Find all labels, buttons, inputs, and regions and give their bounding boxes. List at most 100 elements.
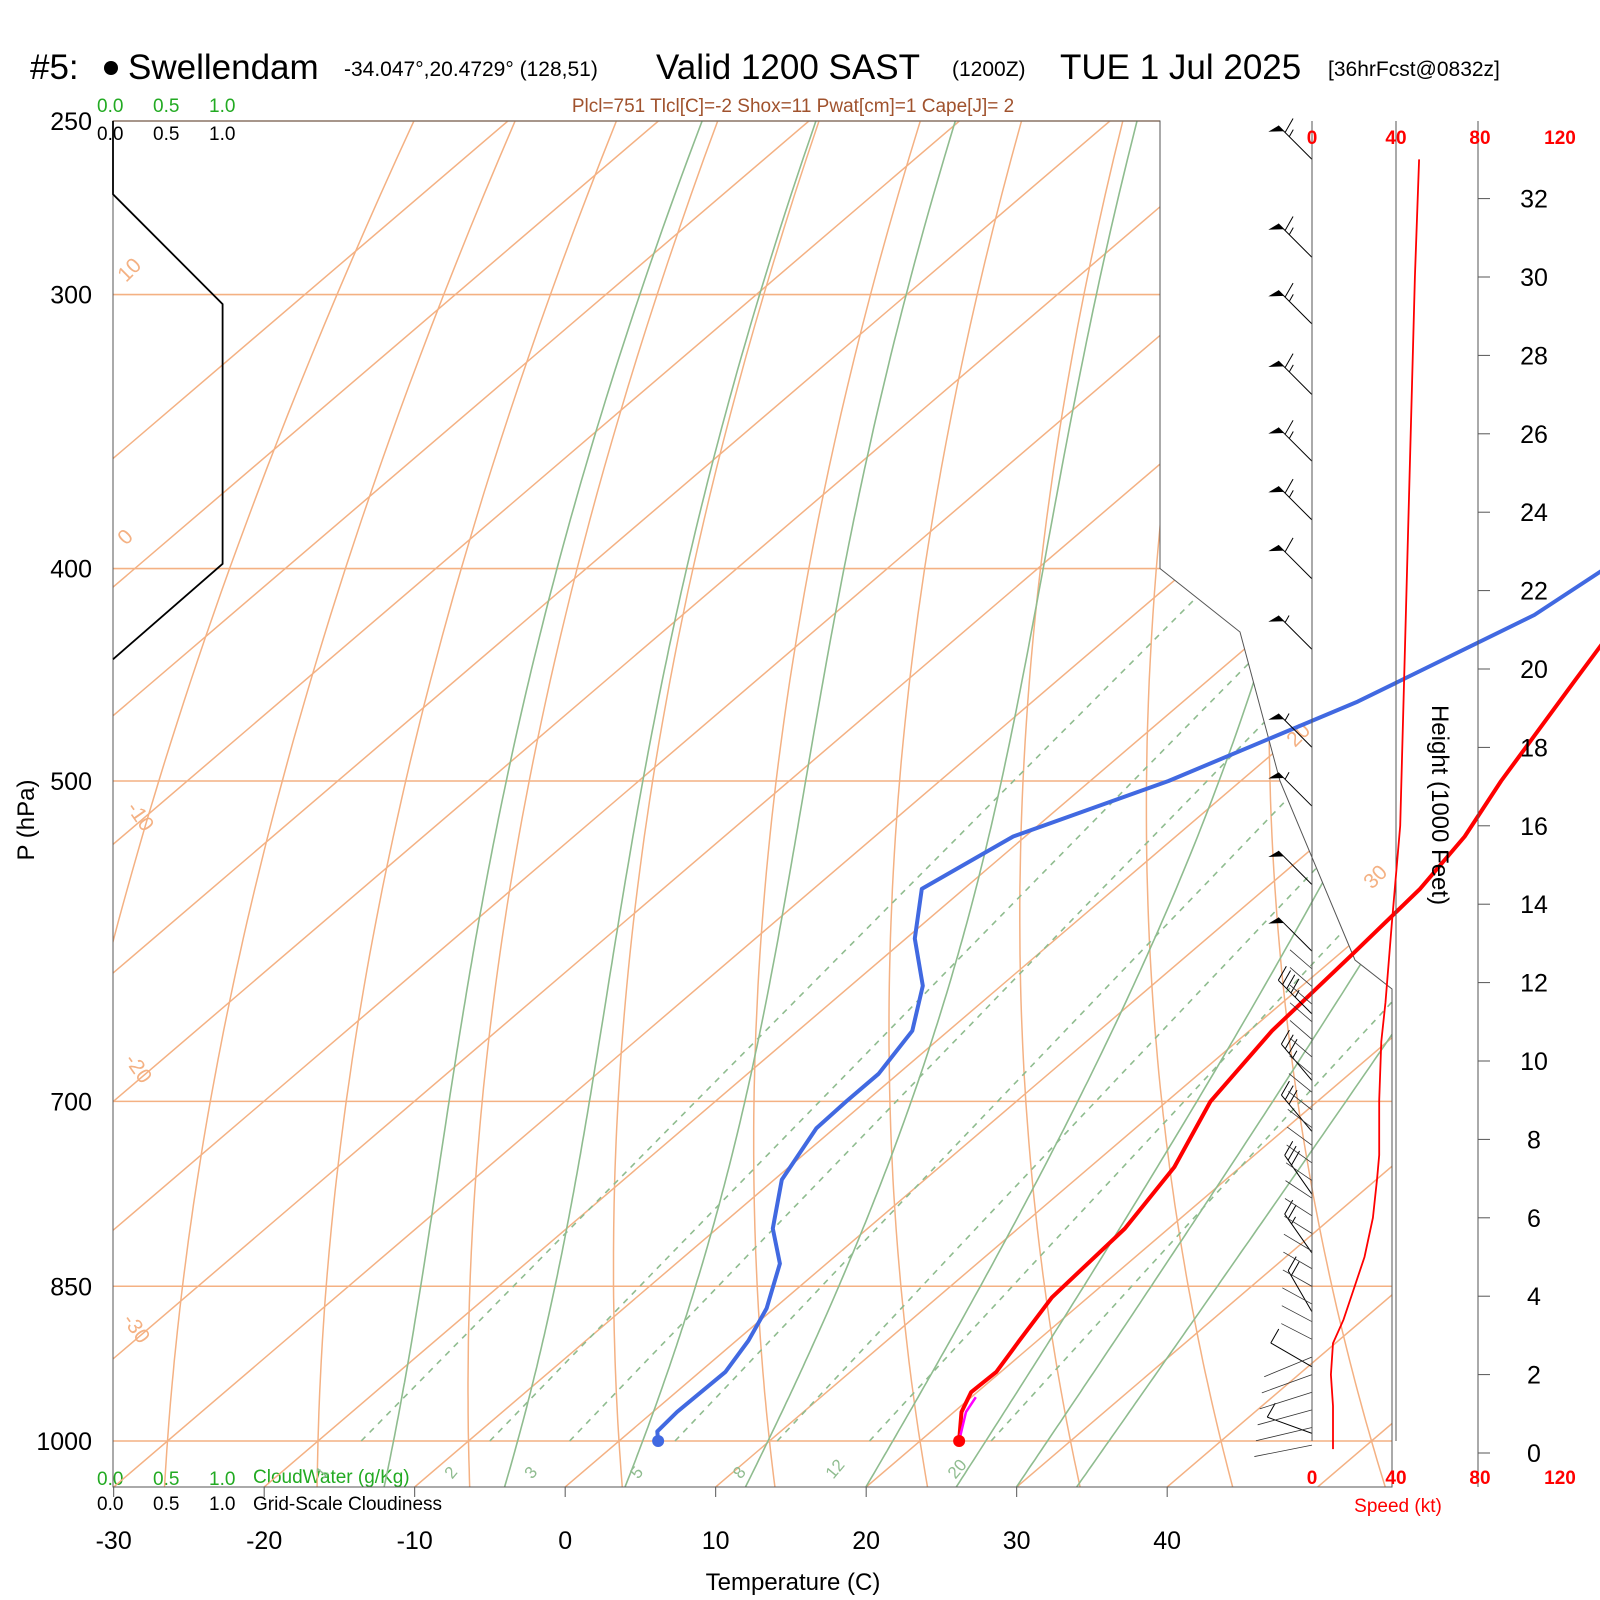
plot-border [112, 120, 1393, 1488]
height-tick-label-28: 28 [1520, 342, 1548, 370]
valid-time: Valid 1200 SAST [656, 48, 920, 87]
low-level-wind-staff [1282, 1287, 1313, 1305]
wind-barb-feather [1290, 978, 1300, 994]
dry-adiabat-50 [1268, 121, 1387, 1487]
wind-barb-half-feather [1284, 772, 1290, 780]
wind-barb-icon [1268, 478, 1313, 521]
x-tick-label-40: 40 [1153, 1527, 1181, 1555]
x-tick-label-10: 10 [702, 1527, 730, 1555]
height-tick-label-0: 0 [1527, 1440, 1541, 1468]
cw-scale-bot-1: 0.5 [153, 1469, 179, 1490]
wind-barb-half-feather [1288, 431, 1294, 439]
height-tick-label-14: 14 [1520, 891, 1548, 919]
parcel-profile [957, 1396, 977, 1442]
mixing-ratio-label-20: 20 [944, 1456, 971, 1483]
isotherms [113, 121, 1392, 1487]
moist-adiabat--12 [383, 121, 703, 1487]
wind-barb-icon [1268, 850, 1313, 885]
wind-barb-icon [1268, 713, 1313, 748]
wind-barb-pennant [1268, 486, 1284, 493]
wind-barb-staff [1277, 486, 1313, 521]
isotherm-label--20: -20 [120, 1050, 156, 1088]
height-tick-label-4: 4 [1527, 1283, 1541, 1311]
dry-adiabats [113, 121, 1392, 1487]
moist-adiabat-20 [864, 121, 1388, 1487]
x-tick-label--30: -30 [96, 1527, 132, 1555]
speed-tick-bottom-40: 40 [1385, 1468, 1406, 1489]
wind-barb-feather [1288, 1089, 1298, 1105]
wind-barb-icon [1268, 282, 1313, 325]
speed-tick-top-120: 120 [1544, 128, 1576, 149]
height-tick-label-8: 8 [1527, 1126, 1541, 1154]
dry-adiabat-60 [1387, 121, 1392, 1487]
wind-barb-feather [1284, 282, 1294, 298]
wind-barb-feather [1284, 216, 1294, 231]
wind-barb-feather [1290, 1261, 1300, 1277]
low-level-wind-staff [1289, 1055, 1313, 1076]
height-tick-label-16: 16 [1520, 813, 1548, 841]
wind-barb-icon [1284, 1141, 1313, 1195]
isotherm--70 [113, 121, 1111, 1487]
low-level-wind-staff [1289, 1002, 1313, 1023]
mixing-ratio-lines [360, 567, 1392, 1442]
station-id: #5: [30, 48, 79, 87]
height-tick-label-32: 32 [1520, 186, 1548, 214]
wind-barb-pennant [1268, 545, 1284, 552]
wind-barb-half-feather [1284, 615, 1290, 623]
low-level-wind-staff [1286, 1144, 1313, 1164]
wind-barb-staff [1284, 1155, 1313, 1195]
wind-barb-icon [1277, 966, 1313, 1015]
wind-barb-feather [1287, 1204, 1297, 1220]
height-tick-label-30: 30 [1520, 264, 1548, 292]
mixing-ratio-label-3: 3 [521, 1463, 542, 1482]
height-tick-label-22: 22 [1520, 578, 1548, 606]
p-tick-label-1000: 1000 [36, 1428, 92, 1456]
isotherm--80 [113, 121, 960, 1487]
wind-barb-half-feather [1288, 227, 1294, 235]
height-tick-label-20: 20 [1520, 656, 1548, 684]
wind-barb-staff [1270, 1342, 1313, 1368]
wind-barb-feather [1284, 420, 1294, 435]
isotherm--50 [113, 121, 1392, 1487]
wind-barb-staff [1277, 290, 1313, 325]
low-level-wind-staff [1283, 1233, 1313, 1252]
cl-scale-top-1: 0.5 [153, 124, 179, 145]
mixing-ratio-1 [360, 567, 1226, 1442]
wind-barb-half-feather [1288, 294, 1294, 302]
x-tick-label--20: -20 [246, 1527, 282, 1555]
speed-tick-top-40: 40 [1385, 128, 1406, 149]
wind-barb-pennant [1268, 125, 1284, 132]
wind-barb-feather [1266, 1402, 1276, 1418]
wind-barb-staff [1277, 544, 1313, 580]
isotherm--90 [113, 121, 810, 1487]
mixing-ratio-label-2: 2 [441, 1463, 462, 1482]
wind-barb-icon [1268, 353, 1313, 395]
wind-barb-icon [1280, 1029, 1313, 1081]
height-tick-label-24: 24 [1520, 499, 1548, 527]
wind-barb-icon [1268, 772, 1313, 807]
mixing-ratio-label-5: 5 [627, 1463, 648, 1482]
wind-barb-staff [1284, 1213, 1313, 1254]
wind-barb-staff [1277, 917, 1313, 952]
low-level-wind-staff [1285, 1180, 1313, 1199]
pressure-axis-ticks: 250 300 400 500 700 850 1000 [36, 108, 92, 1456]
low-level-wind-staff [1289, 984, 1313, 1005]
p-tick-label-500: 500 [50, 768, 92, 796]
moist-adiabats [383, 121, 1392, 1487]
low-level-wind-staff [1288, 1091, 1313, 1111]
p-tick-label-700: 700 [50, 1088, 92, 1116]
isotherm-label-30: 30 [1359, 861, 1392, 894]
cloud-scale-bottom: 0.0 0.5 1.0 CloudWater (g/Kg) 0.0 0.5 1.… [97, 1467, 442, 1515]
x-tick-label-30: 30 [1003, 1527, 1031, 1555]
low-level-wind-staff [1264, 1356, 1313, 1378]
mixing-ratio-2 [489, 567, 1343, 1442]
surface-dewpoint-point [652, 1435, 665, 1447]
wind-barb-icon [1280, 1080, 1313, 1132]
wind-barbs [1254, 118, 1313, 1457]
speed-tick-top-80: 80 [1469, 128, 1490, 149]
wind-barb-staff [1277, 772, 1313, 807]
wind-barb-half-feather [1284, 713, 1290, 721]
